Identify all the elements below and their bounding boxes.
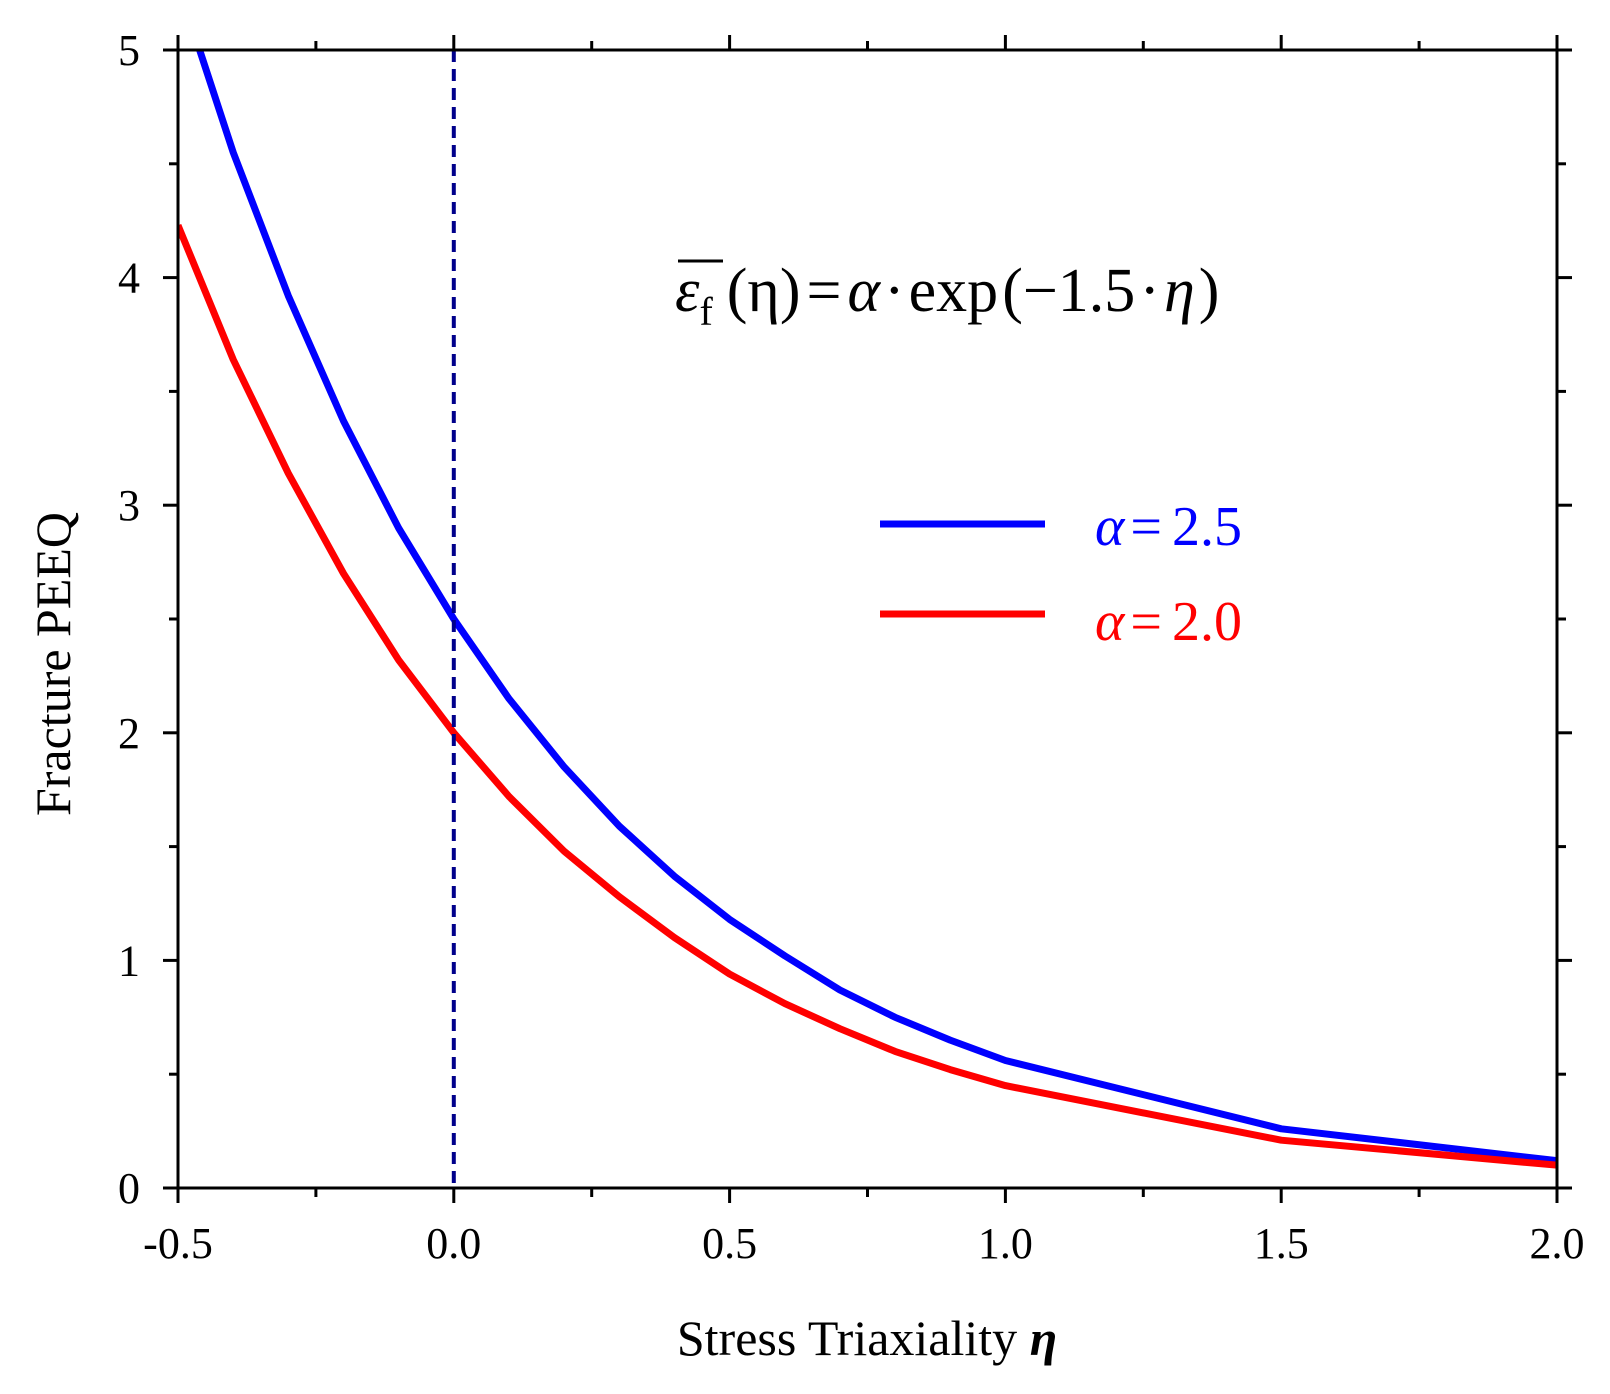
series-1-point bbox=[341, 571, 347, 577]
series-1-point bbox=[285, 470, 291, 476]
legend-label-alpha-2-0: α = 2.0 bbox=[1095, 591, 1242, 653]
series-1-point bbox=[506, 794, 512, 800]
series-0-point bbox=[892, 1014, 898, 1020]
formula-argument: (η) bbox=[727, 257, 801, 325]
x-tick-label: 1.0 bbox=[978, 1219, 1033, 1268]
y-tick-label: 1 bbox=[118, 936, 140, 985]
series-1-point bbox=[396, 657, 402, 663]
series-0-point bbox=[782, 953, 788, 959]
formula-close-paren: ) bbox=[1199, 257, 1220, 325]
series-1-point bbox=[230, 357, 236, 363]
y-axis-title: Fracture PEEQ bbox=[25, 512, 81, 816]
x-tick-label: 0.5 bbox=[702, 1219, 757, 1268]
formula-exp: exp bbox=[909, 257, 999, 325]
formula-dot: · bbox=[884, 257, 905, 325]
series-0-point bbox=[561, 764, 567, 770]
series-1-point bbox=[892, 1048, 898, 1054]
series-0-point bbox=[1278, 1126, 1284, 1132]
formula-subscript: f bbox=[699, 289, 713, 334]
formula-epsilon: ε bbox=[675, 257, 700, 325]
series-1-point bbox=[947, 1067, 953, 1073]
series-0-point bbox=[1002, 1058, 1008, 1064]
y-tick-label: 2 bbox=[118, 709, 140, 758]
legend-alpha-symbol: α bbox=[1095, 496, 1126, 558]
x-axis-tick-labels: -0.5 0.0 0.5 1.0 1.5 2.0 bbox=[143, 1219, 1584, 1268]
legend-equals: = bbox=[1130, 496, 1162, 558]
legend-value: 2.0 bbox=[1172, 591, 1242, 653]
formula-eta: η bbox=[1164, 257, 1195, 325]
series-1-point bbox=[727, 971, 733, 977]
series-line-1 bbox=[178, 223, 1557, 1169]
formula-open-paren: ( bbox=[1002, 257, 1023, 325]
formula-coefficient: −1.5 bbox=[1023, 257, 1135, 325]
series-1-point bbox=[561, 848, 567, 854]
legend-value: 2.5 bbox=[1172, 496, 1242, 558]
y-tick-label: 4 bbox=[118, 254, 140, 303]
series-1-point bbox=[671, 935, 677, 941]
formula-dot-2: · bbox=[1139, 257, 1160, 325]
y-tick-label: 0 bbox=[118, 1164, 140, 1213]
y-tick-label: 3 bbox=[118, 481, 140, 530]
plot-frame bbox=[176, 48, 1559, 1190]
series-0-point bbox=[341, 418, 347, 424]
series-1-point bbox=[1002, 1083, 1008, 1089]
x-axis-ticks bbox=[176, 35, 1559, 1203]
series-0-point bbox=[230, 149, 236, 155]
series-1-point bbox=[1278, 1137, 1284, 1143]
series-0-point bbox=[837, 987, 843, 993]
legend: α = 2.5 α = 2.0 bbox=[880, 496, 1242, 653]
series-0-point bbox=[947, 1037, 953, 1043]
x-tick-label: 0.0 bbox=[426, 1219, 481, 1268]
legend-alpha-symbol: α bbox=[1095, 591, 1126, 653]
x-axis-title-text: Stress Triaxiality bbox=[677, 1310, 1017, 1366]
x-axis-title-symbol: η bbox=[1030, 1310, 1057, 1366]
series-0-point bbox=[727, 916, 733, 922]
series-0-point bbox=[671, 873, 677, 879]
series-0-point bbox=[616, 823, 622, 829]
x-tick-label: -0.5 bbox=[143, 1219, 213, 1268]
x-tick-label: 2.0 bbox=[1530, 1219, 1585, 1268]
series-1-point bbox=[616, 894, 622, 900]
y-axis-tick-labels: 0 1 2 3 4 5 bbox=[118, 26, 140, 1213]
legend-equals: = bbox=[1130, 591, 1162, 653]
series-1-point bbox=[782, 1001, 788, 1007]
series-line-0 bbox=[195, 50, 1557, 1165]
series-group bbox=[178, 50, 1557, 1169]
series-0-point bbox=[396, 525, 402, 531]
formula-equals: = bbox=[806, 257, 841, 325]
formula-annotation: εf (η)=α·exp(−1.5·η) bbox=[675, 257, 1219, 334]
series-1-point bbox=[837, 1026, 843, 1032]
x-tick-label: 1.5 bbox=[1254, 1219, 1309, 1268]
series-0-point bbox=[285, 293, 291, 299]
y-axis-ticks bbox=[163, 48, 1572, 1190]
y-tick-label: 5 bbox=[118, 26, 140, 75]
x-axis-title: Stress Triaxiality η bbox=[677, 1310, 1057, 1366]
legend-label-alpha-2-5: α = 2.5 bbox=[1095, 496, 1242, 558]
formula-alpha: α bbox=[847, 257, 881, 325]
series-0-point bbox=[506, 696, 512, 702]
